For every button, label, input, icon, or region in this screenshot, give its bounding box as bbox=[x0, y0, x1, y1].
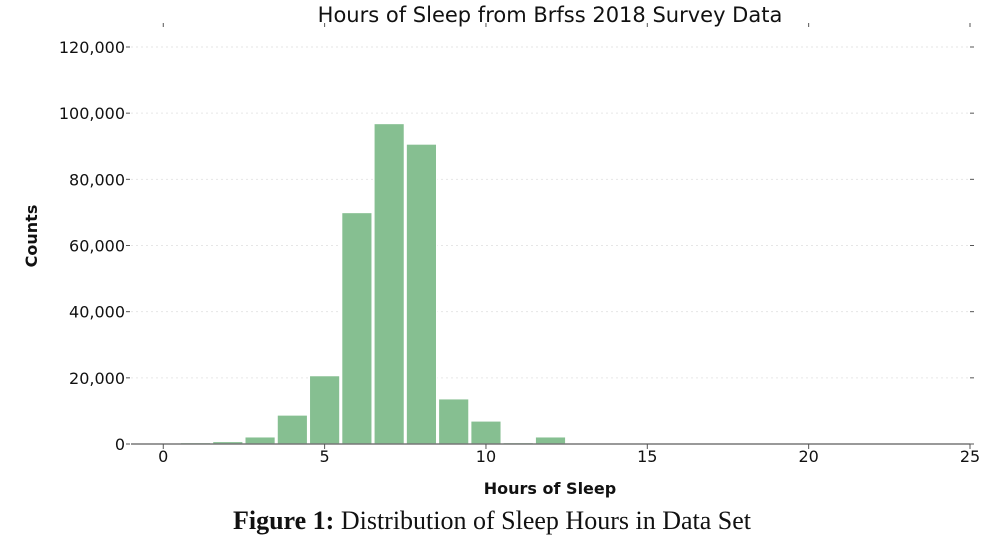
y-axis-label: Counts bbox=[22, 205, 41, 268]
y-tick-label: 60,000 bbox=[69, 237, 125, 256]
y-tick-label: 40,000 bbox=[69, 303, 125, 322]
y-tick-label: 120,000 bbox=[59, 38, 125, 57]
histogram-bar bbox=[469, 420, 503, 445]
histogram-bar bbox=[437, 397, 470, 445]
x-ticks: 0 5 10 15 20 25 bbox=[158, 23, 980, 466]
chart-title: Hours of Sleep from Brfss 2018 Survey Da… bbox=[318, 3, 783, 27]
x-tick-label: 25 bbox=[960, 447, 980, 466]
histogram-bar bbox=[405, 143, 438, 445]
x-tick-label: 20 bbox=[798, 447, 818, 466]
y-tick-label: 80,000 bbox=[69, 170, 125, 189]
y-ticks: 0 20,000 40,000 60,000 80,000 100,000 120,000 bbox=[59, 38, 974, 454]
x-tick-label: 5 bbox=[320, 447, 330, 466]
bars-layer bbox=[179, 122, 825, 446]
y-tick-label: 20,000 bbox=[69, 369, 125, 388]
y-tick-label: 0 bbox=[115, 435, 125, 454]
histogram-bar bbox=[340, 211, 373, 445]
caption-text: Distribution of Sleep Hours in Data Set bbox=[340, 506, 752, 535]
x-tick-label: 10 bbox=[476, 447, 496, 466]
x-axis-label: Hours of Sleep bbox=[484, 479, 616, 498]
histogram-bar bbox=[373, 122, 406, 445]
figure-caption: Figure 1: Distribution of Sleep Hours in… bbox=[0, 506, 984, 536]
caption-label: Figure 1: bbox=[232, 506, 335, 535]
histogram-bar bbox=[534, 435, 567, 445]
histogram-bar bbox=[308, 374, 341, 445]
histogram-bar bbox=[243, 435, 277, 445]
y-tick-label: 100,000 bbox=[59, 104, 125, 123]
x-tick-label: 0 bbox=[158, 447, 168, 466]
x-tick-label: 15 bbox=[637, 447, 657, 466]
grid-layer bbox=[131, 46, 970, 379]
histogram-bar bbox=[276, 414, 309, 445]
